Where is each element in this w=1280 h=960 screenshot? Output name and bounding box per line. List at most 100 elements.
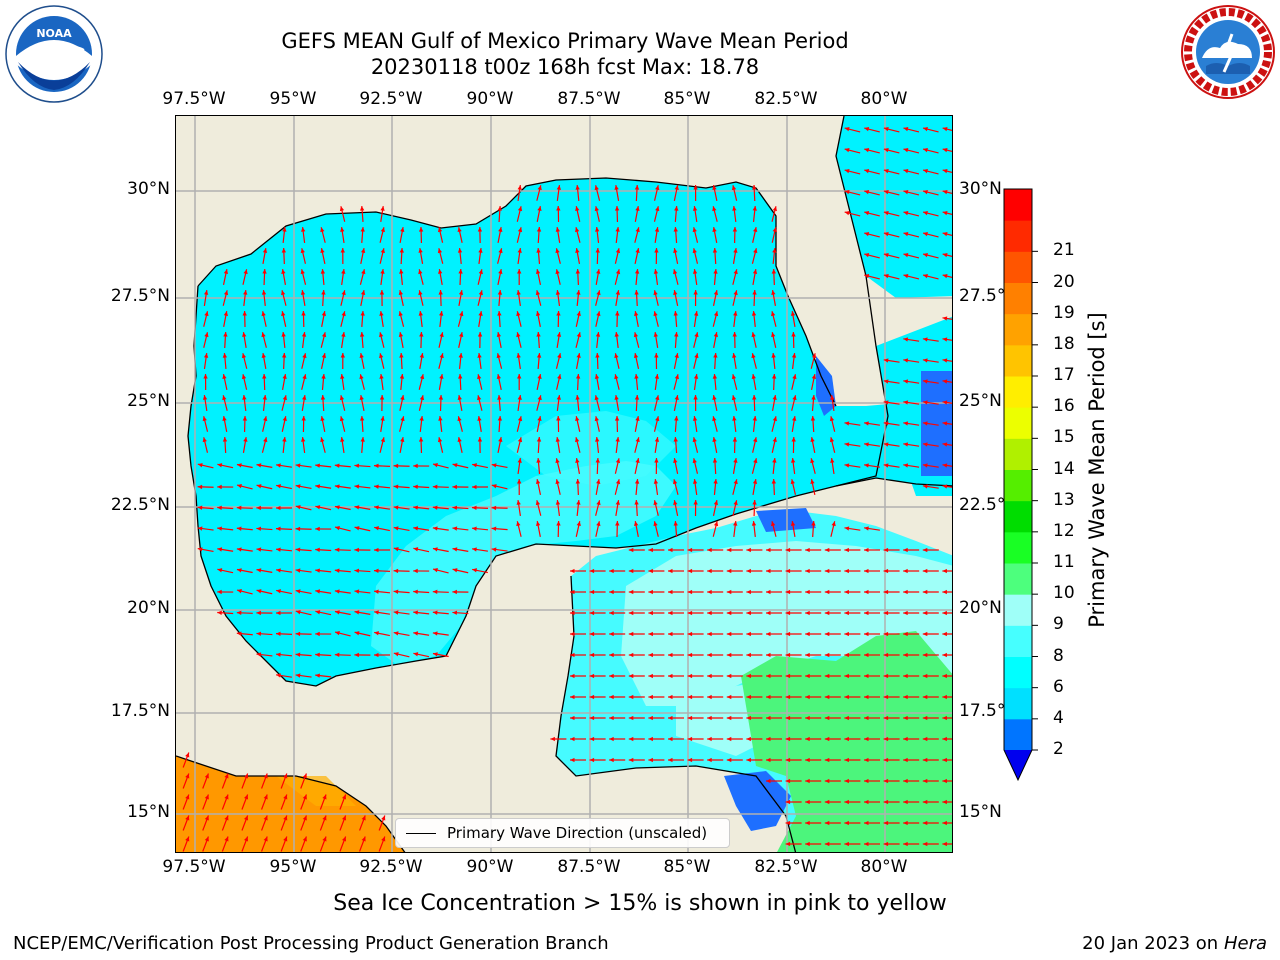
wave-direction-arrow [883, 547, 900, 553]
wave-direction-arrow [633, 332, 640, 348]
wave-direction-arrow [301, 395, 307, 411]
wave-direction-arrow [256, 631, 273, 636]
wave-direction-arrow [374, 505, 390, 510]
wave-direction-arrow [805, 694, 822, 700]
wave-direction-arrow [609, 610, 626, 616]
wave-direction-arrow [726, 652, 743, 658]
wave-direction-arrow [399, 373, 405, 391]
wave-direction-arrow [432, 631, 449, 636]
wave-direction-arrow [555, 289, 561, 307]
wave-direction-arrow [844, 736, 861, 742]
wave-direction-arrow [751, 374, 757, 390]
wave-direction-arrow [236, 463, 253, 469]
wave-direction-arrow [555, 479, 561, 495]
wave-direction-arrow [942, 673, 952, 679]
wave-direction-arrow [477, 395, 483, 411]
wave-direction-arrow [594, 185, 601, 201]
latitude-label: 25°N [959, 391, 1002, 411]
wave-direction-arrow [751, 310, 757, 328]
wave-direction-arrow [452, 484, 469, 490]
wave-direction-arrow [241, 374, 248, 390]
wave-direction-arrow [771, 437, 777, 453]
wave-direction-arrow [202, 437, 209, 453]
longitude-label: 92.5°W [359, 89, 423, 109]
wave-direction-arrow [668, 736, 684, 742]
wave-direction-arrow [556, 332, 562, 348]
wave-direction-arrow [707, 694, 724, 700]
wave-direction-arrow [922, 169, 939, 175]
wave-direction-arrow [732, 479, 738, 495]
wave-direction-arrow [576, 499, 581, 517]
wave-direction-arrow [903, 610, 920, 616]
wave-direction-arrow [609, 631, 626, 637]
wave-direction-arrow [594, 395, 601, 411]
wave-direction-arrow [315, 484, 332, 489]
wave-direction-arrow [478, 311, 483, 327]
wave-direction-arrow [413, 526, 430, 531]
sea-ice-note: Sea Ice Concentration > 15% is shown in … [333, 891, 947, 916]
wave-direction-arrow [805, 589, 822, 595]
wave-direction-arrow [751, 332, 757, 348]
wave-direction-arrow [693, 353, 699, 369]
wave-direction-arrow [575, 184, 580, 202]
wave-direction-arrow [614, 395, 620, 411]
wave-direction-arrow [752, 227, 758, 243]
wave-direction-arrow [315, 631, 332, 637]
wave-direction-arrow [693, 332, 699, 348]
wave-direction-arrow [295, 631, 312, 637]
wave-direction-arrow [418, 290, 424, 306]
wave-direction-arrow [922, 421, 939, 426]
wave-direction-arrow [536, 206, 542, 222]
wave-direction-arrow [810, 374, 817, 390]
wave-direction-arrow [615, 436, 620, 454]
wave-direction-arrow [438, 332, 444, 348]
wave-direction-arrow [261, 353, 267, 369]
wave-direction-arrow [805, 610, 822, 616]
wave-direction-arrow [261, 773, 268, 789]
wave-direction-arrow [354, 505, 371, 510]
wave-direction-arrow [726, 673, 743, 679]
wave-direction-arrow [203, 290, 209, 306]
wave-direction-arrow [261, 289, 267, 307]
wave-direction-arrow [805, 631, 822, 637]
wave-direction-arrow [864, 148, 880, 154]
wave-direction-arrow [413, 589, 430, 594]
wave-direction-arrow [555, 374, 562, 390]
wave-direction-arrow [922, 379, 939, 384]
wave-direction-arrow [883, 274, 900, 280]
wave-direction-arrow [634, 458, 640, 474]
wave-direction-arrow [692, 416, 698, 432]
wave-direction-arrow [609, 568, 626, 574]
longitude-label: 92.5°W [359, 857, 423, 877]
wave-direction-arrow [334, 631, 351, 637]
wave-direction-arrow [844, 715, 861, 721]
wave-direction-arrow [922, 253, 939, 259]
wave-direction-arrow [399, 437, 405, 453]
wave-direction-arrow [673, 185, 679, 201]
wave-direction-arrow [922, 127, 939, 133]
colorbar-segment [1004, 469, 1032, 502]
colorbar-segment [1004, 251, 1032, 283]
wave-direction-arrow [805, 736, 822, 742]
wave-direction-arrow [810, 353, 817, 369]
wave-direction-arrow [922, 757, 939, 763]
wave-direction-arrow [301, 310, 306, 328]
wave-direction-arrow [340, 352, 345, 370]
map-panel [175, 115, 953, 853]
wave-direction-arrow [373, 463, 391, 468]
wave-direction-arrow [360, 290, 366, 306]
wave-direction-arrow [457, 416, 463, 432]
wave-direction-arrow [452, 610, 469, 615]
wave-direction-arrow [555, 248, 561, 264]
wave-direction-arrow [766, 589, 782, 595]
wave-direction-arrow [653, 395, 660, 411]
wave-direction-arrow [478, 247, 483, 265]
wave-direction-arrow [373, 484, 391, 489]
wave-direction-arrow [300, 815, 307, 831]
wave-direction-arrow [883, 253, 900, 259]
wave-direction-arrow [536, 457, 541, 475]
wave-direction-arrow [790, 479, 797, 495]
wave-direction-arrow [883, 463, 900, 468]
national-weather-service-logo [1181, 5, 1275, 99]
wave-direction-arrow [315, 526, 332, 532]
